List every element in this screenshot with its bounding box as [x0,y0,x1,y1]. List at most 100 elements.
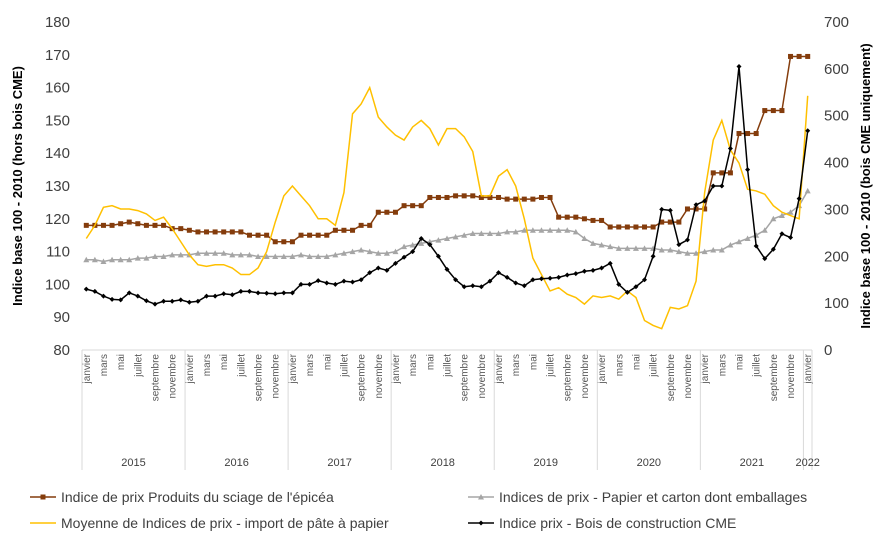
point [340,250,347,256]
point [100,293,106,299]
point [469,230,476,237]
point [358,222,364,228]
point [152,253,158,260]
point [418,235,424,241]
point [332,281,338,287]
point [375,265,381,271]
year-label: 2022 [795,457,819,469]
point [401,203,407,209]
point [264,290,270,296]
point [427,242,433,248]
y-tick-label: 130 [45,178,70,195]
point [487,278,493,284]
point [289,290,295,296]
point [143,298,149,304]
y2-tick-label: 600 [824,61,849,78]
point [280,253,287,260]
point [323,253,330,260]
point [513,196,519,202]
x-tick-label: mars [305,354,316,376]
x-tick-label: janvier [494,353,505,384]
year-label: 2020 [637,457,661,469]
point [727,146,733,152]
point [126,290,132,296]
point [461,193,467,199]
point [702,198,708,204]
x-tick-label: janvier [803,353,814,384]
point [521,283,527,289]
point [109,296,115,302]
point [392,260,398,266]
x-tick-label: septembre [254,354,265,402]
point [315,253,322,260]
y2-tick-label: 200 [824,248,849,265]
point [332,251,339,258]
point [298,251,304,258]
point [538,194,544,200]
point [701,248,708,255]
x-tick-label: novembre [477,354,488,399]
point [204,293,210,299]
point [504,228,511,235]
x-tick-label: septembre [151,354,162,402]
point [161,222,167,228]
point [486,230,493,237]
point [590,240,596,246]
y-tick-label: 160 [45,80,70,97]
point [246,288,252,294]
x-tick-label: mars [408,354,419,376]
point [573,214,579,220]
point [599,265,605,271]
point [470,193,476,199]
point [624,289,630,295]
point [229,229,235,235]
point [427,194,433,200]
point [496,270,502,276]
year-label: 2018 [430,457,454,469]
point [642,277,648,283]
point [727,170,733,176]
x-tick-label: novembre [374,354,385,399]
x-tick-label: septembre [666,354,677,402]
y2-tick-label: 400 [824,155,849,172]
point [324,280,330,286]
point [160,253,167,260]
point [778,212,785,219]
point [667,219,673,225]
point [556,214,562,220]
point [92,288,98,294]
point [555,227,562,233]
point [461,284,467,290]
point [736,238,742,245]
point [487,194,493,200]
x-tick-label: janvier [82,353,93,384]
x-tick-label: janvier [391,353,402,384]
point [349,248,356,255]
point [100,222,106,228]
point [281,290,287,296]
point [461,232,468,238]
point [521,227,528,233]
point [770,246,776,252]
point [237,251,244,258]
point [478,230,485,237]
point [195,229,201,235]
x-tick-label: mai [425,354,436,370]
point [169,298,175,304]
point [710,170,716,176]
y-tick-label: 80 [53,342,70,359]
point [298,281,304,287]
x-tick-label: novembre [271,354,282,399]
point [341,227,347,233]
point [513,280,519,286]
point [126,219,132,225]
point [307,281,313,287]
point [186,299,192,305]
y2-tick-label: 700 [824,14,849,31]
point [693,206,699,212]
point [753,131,759,137]
point [212,293,218,299]
point [676,242,682,248]
point [736,64,742,70]
point [384,209,390,215]
